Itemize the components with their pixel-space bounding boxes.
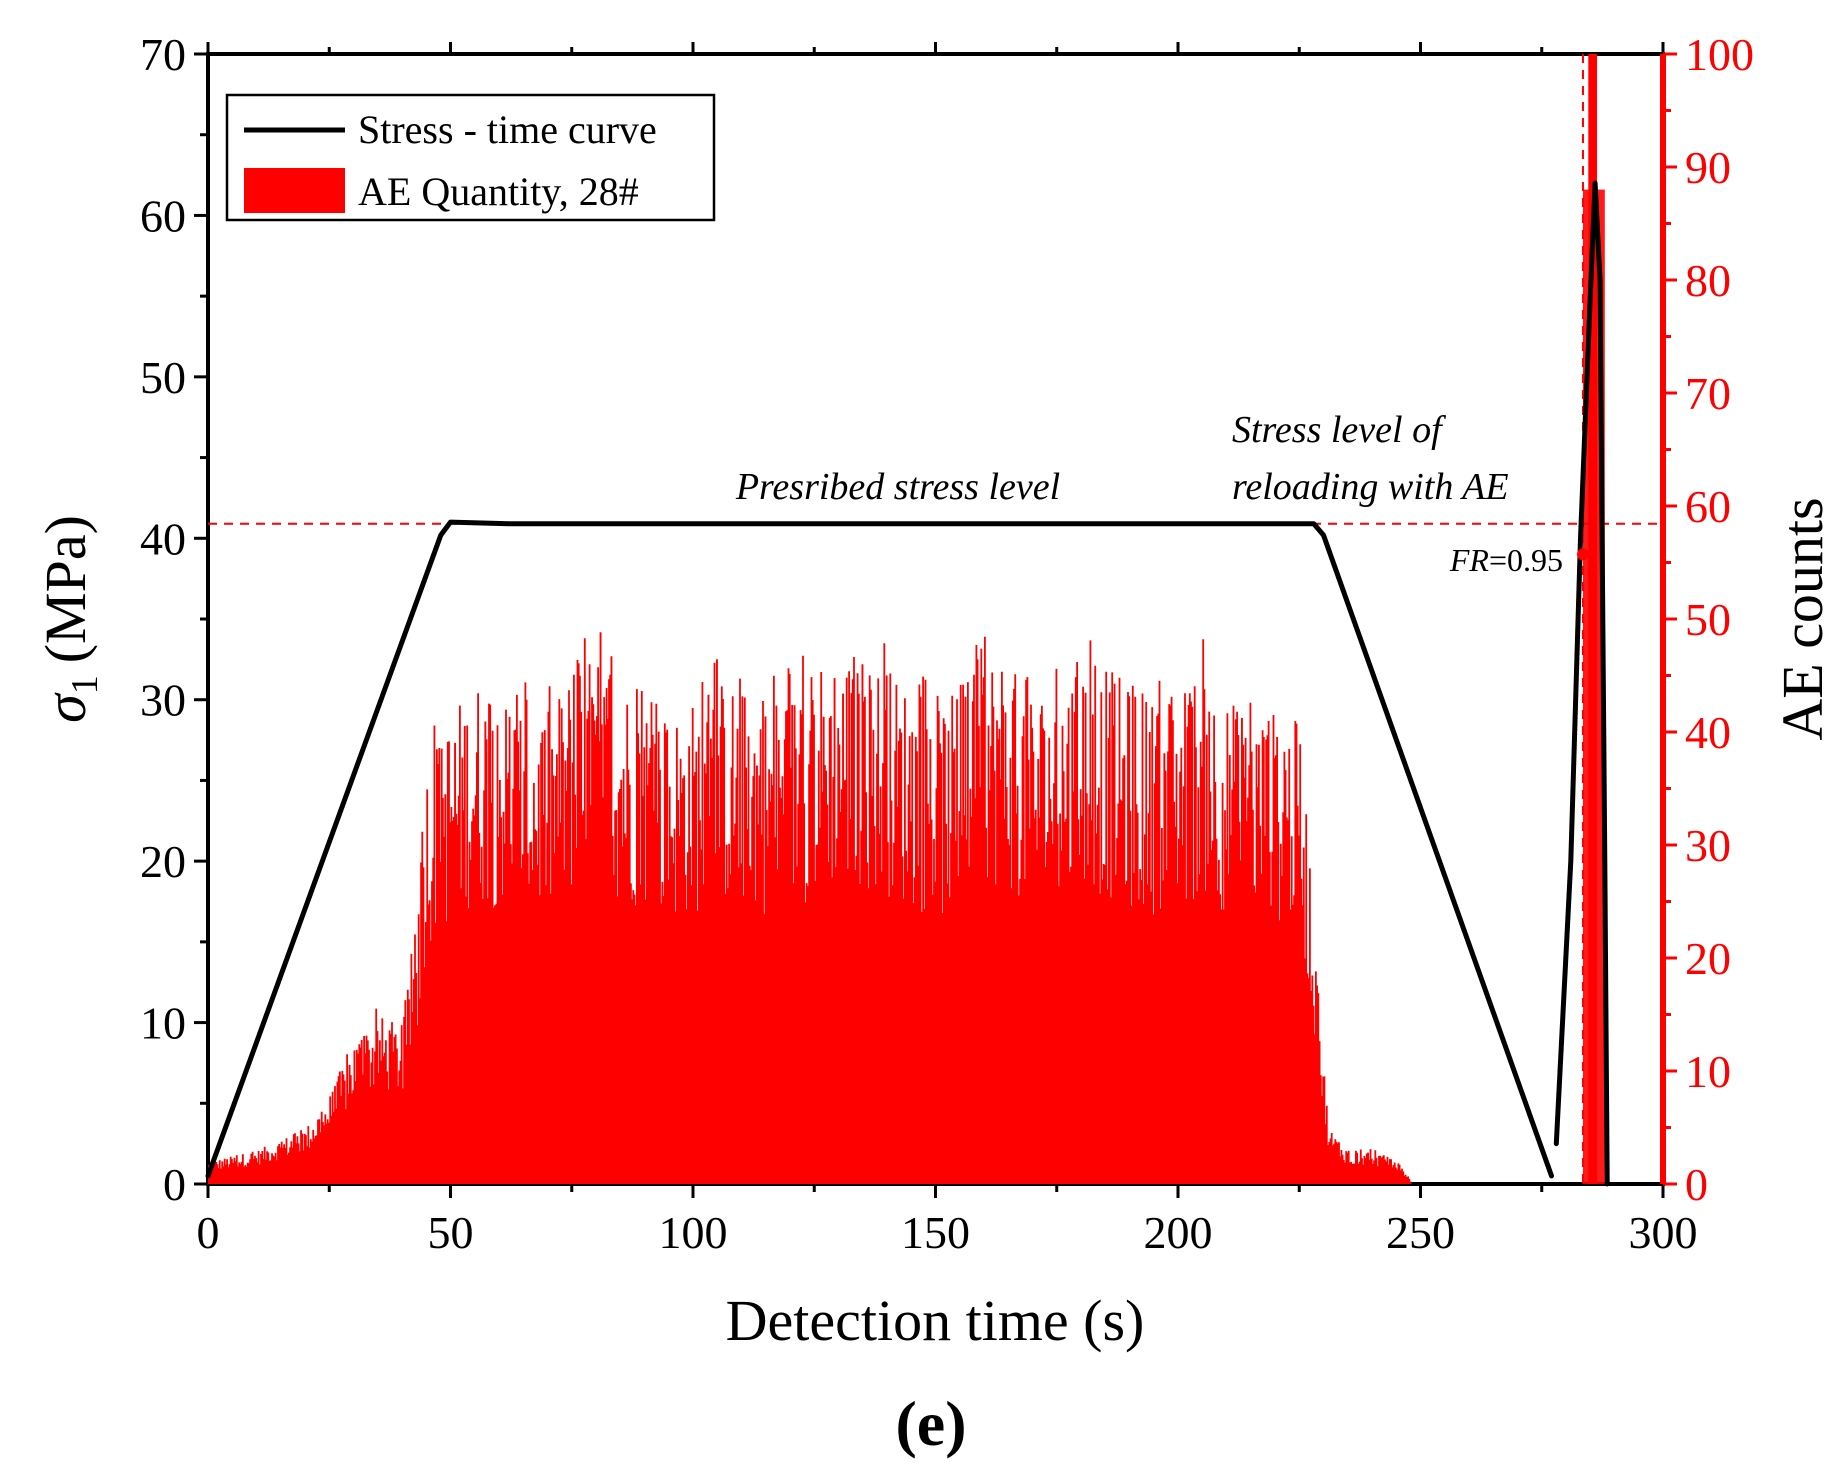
- y-right-tick-label: 10: [1685, 1046, 1731, 1097]
- y-right-tick-label: 90: [1685, 142, 1731, 193]
- x-tick-label: 50: [428, 1207, 474, 1258]
- x-tick-label: 150: [901, 1207, 970, 1258]
- stress-lines: [205, 180, 1610, 1187]
- y-right-tick-label: 30: [1685, 820, 1731, 871]
- y-left-tick-label: 40: [140, 513, 186, 564]
- annotation-reloading-line1: Stress level of: [1232, 409, 1446, 451]
- y-right-tick-label: 0: [1685, 1159, 1708, 1210]
- annotation-reloading-line2: reloading with AE: [1232, 466, 1509, 508]
- fr-marker: [1576, 548, 1589, 561]
- x-tick-label: 0: [197, 1207, 220, 1258]
- y-left-tick-label: 0: [163, 1159, 186, 1210]
- x-tick-label: 250: [1386, 1207, 1455, 1258]
- stress-curve-segment-1: [205, 519, 1554, 1179]
- y-left-tick-label: 60: [140, 190, 186, 241]
- annotation-prescribed: Presribed stress level: [735, 466, 1060, 508]
- ae-bars: [208, 54, 1605, 1184]
- panel-label: (e): [895, 1388, 966, 1459]
- annotation-fr: FR=0.95: [1449, 542, 1563, 578]
- x-tick-label: 300: [1629, 1207, 1698, 1258]
- y-left-tick-label: 30: [140, 675, 186, 726]
- y-left-tick-label: 50: [140, 352, 186, 403]
- x-tick-label: 100: [659, 1207, 728, 1258]
- y-left-tick-label: 10: [140, 998, 186, 1049]
- y-right-tick-label: 80: [1685, 255, 1731, 306]
- y-axis-title-left: σ1(MPa): [33, 515, 106, 723]
- y-right-tick-label: 60: [1685, 481, 1731, 532]
- y-left-tick-label: 70: [140, 29, 186, 80]
- axis-ticks: [194, 42, 1677, 1198]
- legend-stress-label: Stress - time curve: [358, 107, 657, 152]
- y-right-tick-label: 70: [1685, 368, 1731, 419]
- y-right-tick-label: 100: [1685, 29, 1754, 80]
- stress-curve-segment-2: [1553, 180, 1610, 1187]
- x-tick-label: 200: [1144, 1207, 1213, 1258]
- legend: Stress - time curve AE Quantity, 28#: [225, 93, 716, 222]
- y-right-tick-label: 50: [1685, 594, 1731, 645]
- y-right-tick-label: 40: [1685, 707, 1731, 758]
- legend-ae-label: AE Quantity, 28#: [358, 169, 639, 214]
- x-axis-title: Detection time (s): [726, 1288, 1145, 1353]
- legend-ae-swatch: [244, 168, 345, 213]
- y-right-tick-label: 20: [1685, 933, 1731, 984]
- tick-labels: 0 50 100 150 200 250 3000102030405060700102030…: [140, 29, 1754, 1258]
- y-axis-title-right: AE counts: [1770, 497, 1835, 740]
- ae-bars-path: [208, 632, 1412, 1184]
- y-left-tick-label: 20: [140, 836, 186, 887]
